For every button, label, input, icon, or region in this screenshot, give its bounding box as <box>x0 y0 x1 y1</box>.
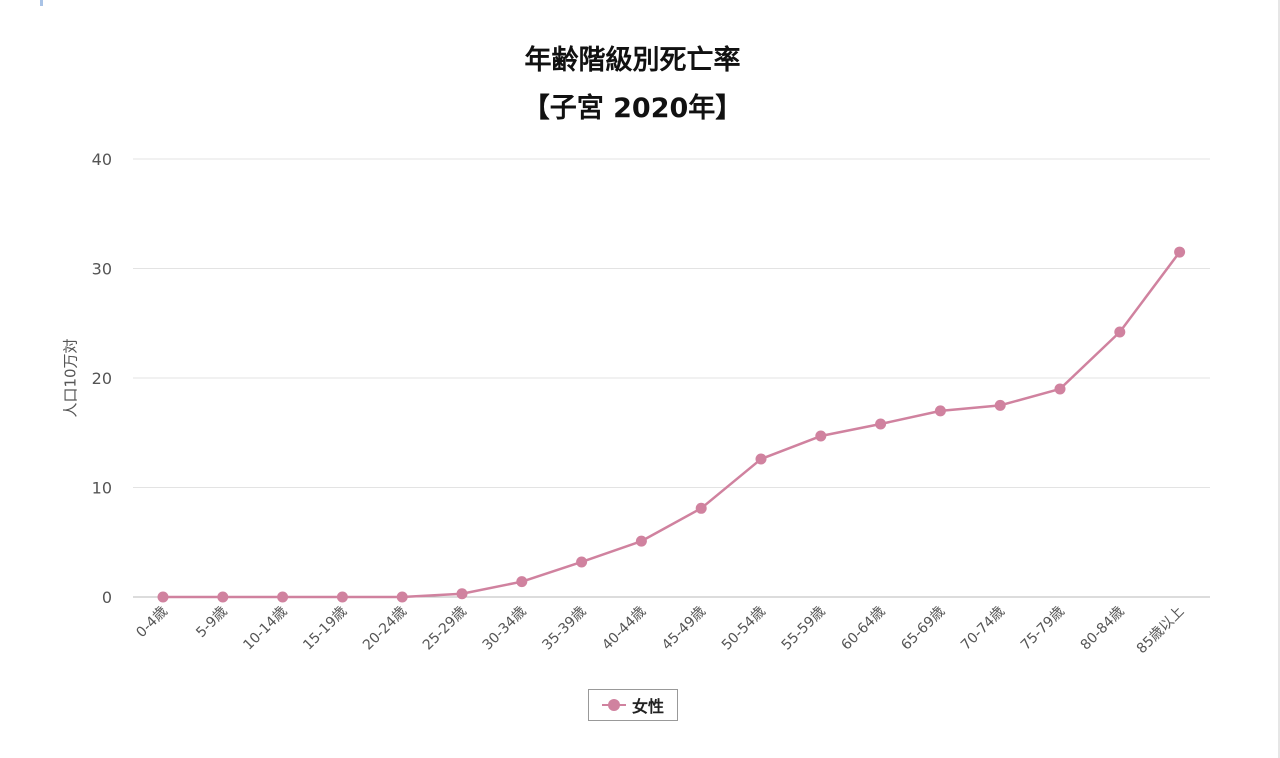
left-accent-bar <box>40 0 43 6</box>
x-tick-label: 20-24歳 <box>360 604 410 654</box>
x-tick-label: 85歳以上 <box>1134 604 1188 658</box>
data-point <box>336 591 348 603</box>
x-tick-label: 60-64歳 <box>838 604 888 654</box>
x-tick-label: 0-4歳 <box>133 604 170 641</box>
data-point <box>695 502 707 514</box>
x-tick-label: 70-74歳 <box>958 604 1008 654</box>
y-tick-label: 40 <box>92 150 112 169</box>
data-point <box>994 399 1006 411</box>
chart-title: 年齢階級別死亡率 <box>524 45 741 76</box>
data-point <box>635 535 647 547</box>
data-point <box>755 453 767 465</box>
chart-subtitle: 【子宮 2020年】 <box>522 93 743 124</box>
x-tick-label: 80-84歳 <box>1078 604 1128 654</box>
x-tick-label: 45-49歳 <box>659 604 709 654</box>
legend-marker-icon <box>601 699 626 711</box>
x-tick-label: 50-54歳 <box>719 604 769 654</box>
x-tick-label: 55-59歳 <box>779 604 829 654</box>
data-point <box>277 591 289 603</box>
y-tick-label: 10 <box>92 479 112 498</box>
data-point <box>516 576 528 588</box>
data-point <box>576 556 588 568</box>
data-point <box>396 591 408 603</box>
y-tick-label: 0 <box>102 588 112 607</box>
right-border <box>1278 0 1280 758</box>
data-point <box>217 591 229 603</box>
data-point <box>1174 246 1186 258</box>
x-tick-label: 65-69歳 <box>898 604 948 654</box>
data-point <box>157 591 169 603</box>
data-point <box>456 588 468 600</box>
x-tick-label: 35-39歳 <box>539 604 589 654</box>
data-point <box>1114 326 1126 338</box>
y-tick-label: 20 <box>92 369 112 388</box>
legend-label: 女性 <box>631 697 664 716</box>
x-tick-label: 75-79歳 <box>1018 604 1068 654</box>
legend[interactable]: 女性 <box>588 689 678 721</box>
y-tick-label: 30 <box>92 260 112 279</box>
data-point <box>1054 383 1066 395</box>
x-tick-label: 30-34歳 <box>480 604 530 654</box>
data-point <box>934 405 946 417</box>
data-point <box>815 430 827 442</box>
series-line <box>163 251 1181 599</box>
x-tick-label: 25-29歳 <box>420 604 470 654</box>
data-point <box>875 418 887 430</box>
x-tick-label: 15-19歳 <box>300 604 350 654</box>
x-tick-label: 40-44歳 <box>599 604 649 654</box>
x-tick-label: 5-9歳 <box>193 604 230 641</box>
x-tick-label: 10-14歳 <box>240 604 290 654</box>
